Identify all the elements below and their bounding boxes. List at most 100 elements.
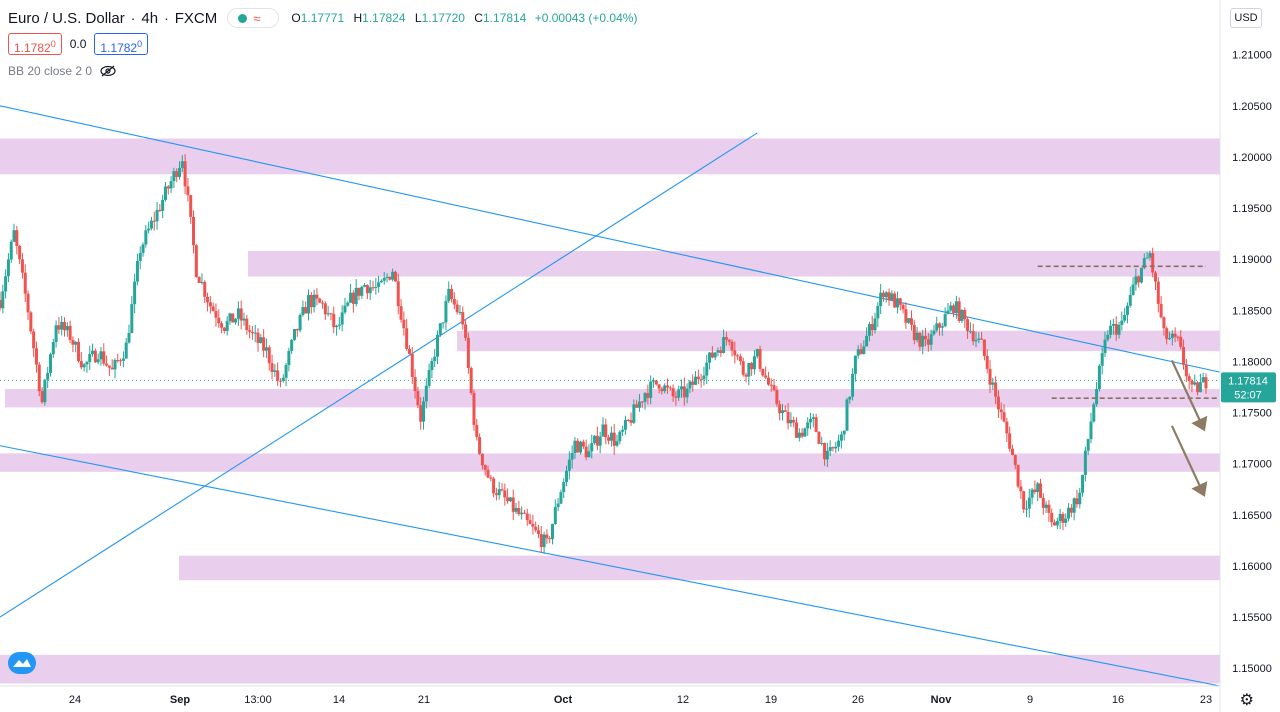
candle <box>421 401 425 422</box>
candle <box>677 389 681 398</box>
candle <box>40 391 44 403</box>
candle <box>570 453 574 460</box>
candle <box>1069 507 1073 513</box>
candle <box>172 171 176 182</box>
candle <box>186 186 190 196</box>
tradingview-logo-icon[interactable] <box>8 652 36 674</box>
candle <box>884 292 888 298</box>
candle <box>264 347 268 351</box>
zone <box>0 654 1220 684</box>
candle <box>907 318 911 323</box>
time-tick-label: 26 <box>852 694 864 706</box>
time-tick-label: 13:00 <box>244 694 272 706</box>
sell-button[interactable]: 1.17820 <box>8 33 62 55</box>
candle <box>486 469 490 478</box>
candle <box>1201 377 1205 383</box>
symbol-title[interactable]: Euro / U.S. Dollar <box>8 9 125 27</box>
candle <box>1109 325 1113 335</box>
candle <box>786 411 790 424</box>
candle <box>929 334 933 345</box>
candle <box>1058 513 1062 521</box>
candle <box>696 376 700 380</box>
market-status-pill[interactable]: ≈ <box>227 8 280 28</box>
candle <box>1123 314 1127 321</box>
candle <box>1120 320 1124 325</box>
indicator-label[interactable]: BB 20 close 2 0 <box>8 64 93 78</box>
candle <box>192 216 196 246</box>
candle <box>1137 276 1141 283</box>
candle <box>1095 389 1099 405</box>
candle <box>985 355 989 369</box>
candle <box>825 450 829 460</box>
candle <box>298 315 302 331</box>
candle <box>46 372 50 380</box>
candle <box>893 293 897 308</box>
candle <box>1153 272 1157 282</box>
candle <box>741 361 745 375</box>
candle <box>323 303 327 315</box>
candle <box>335 325 339 328</box>
candle <box>343 305 347 313</box>
candle <box>469 367 473 393</box>
candle <box>1008 433 1012 449</box>
candle <box>419 405 423 422</box>
candle <box>940 326 944 328</box>
indicator-legend[interactable]: BB 20 close 2 0 <box>8 64 116 78</box>
candle <box>1027 497 1031 509</box>
currency-button[interactable]: USD <box>1230 8 1262 28</box>
candle <box>113 359 117 370</box>
price-tick-label: 1.21000 <box>1232 50 1272 62</box>
candle <box>593 435 597 443</box>
time-tick-label: Sep <box>170 694 190 706</box>
candle <box>466 337 470 368</box>
zone <box>248 250 1220 277</box>
candle <box>587 451 591 458</box>
candle <box>393 271 397 282</box>
buy-button[interactable]: 1.17820 <box>94 33 149 55</box>
time-axis[interactable]: 24 Sep 13:00 14 21 Oct 12 19 26 Nov 9 16 23 <box>69 694 1212 706</box>
price-tick-label: 1.15500 <box>1232 612 1272 624</box>
candle <box>416 391 420 406</box>
interval-label[interactable]: 4h <box>141 9 159 27</box>
candle <box>946 310 950 315</box>
candle <box>149 220 153 229</box>
candle <box>1086 439 1090 451</box>
high-value: 1.17824 <box>362 11 406 25</box>
candle <box>461 312 465 325</box>
candle <box>155 209 159 222</box>
candle <box>1145 257 1149 259</box>
candle <box>710 352 714 358</box>
candle <box>270 363 274 372</box>
candle <box>144 230 148 245</box>
eye-off-icon[interactable] <box>100 65 116 77</box>
candle <box>259 337 263 343</box>
candle <box>660 388 664 392</box>
candle <box>542 534 546 548</box>
gear-icon[interactable]: ⚙ <box>1239 692 1254 709</box>
candle <box>752 356 756 370</box>
candle <box>727 339 731 342</box>
change-value: +0.00043 (+0.04%) <box>534 11 638 25</box>
candle <box>1170 333 1174 339</box>
candle <box>809 418 813 423</box>
candle <box>778 404 782 414</box>
candle <box>1148 253 1152 258</box>
candle <box>528 520 532 524</box>
candle <box>1179 336 1183 347</box>
candle <box>522 512 526 514</box>
price-axis[interactable]: 1.21000 1.20500 1.20000 1.19500 1.19000 1.185… <box>1232 50 1272 675</box>
candlestick-series <box>0 154 1208 554</box>
candle <box>702 375 706 380</box>
candle <box>744 374 748 377</box>
candle <box>116 359 120 361</box>
price-tick-label: 1.19000 <box>1232 254 1272 266</box>
candle <box>980 338 984 340</box>
candle <box>803 428 807 437</box>
candle <box>200 281 204 283</box>
candle <box>433 356 437 361</box>
candle <box>458 312 462 314</box>
candle <box>183 161 187 187</box>
candle <box>1173 333 1177 337</box>
candle <box>253 332 257 334</box>
